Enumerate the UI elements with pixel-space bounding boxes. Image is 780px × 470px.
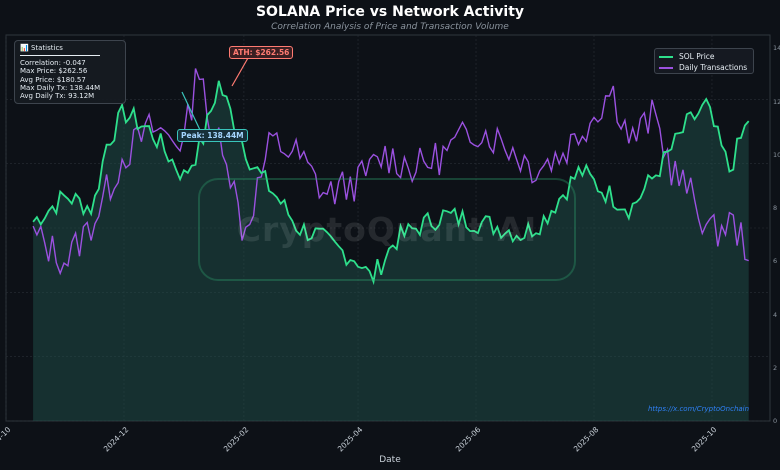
y2-tick-label: 10 (773, 150, 780, 159)
legend-item: Daily Transactions (659, 62, 749, 73)
legend-label: SOL Price (679, 52, 715, 61)
y2-tick-label: 6 (773, 257, 778, 266)
statistics-line: Max Daily Tx: 138.44M (20, 83, 101, 92)
ath-annotation: ATH: $262.56 (229, 46, 294, 59)
statistics-box: 📊 Statistics Correlation: -0.047 Max Pri… (14, 40, 126, 104)
statistics-divider (20, 55, 100, 57)
y2-tick-label: 2 (773, 363, 778, 372)
y2-tick-label: 4 (773, 310, 778, 319)
chart-subtitle: Correlation Analysis of Price and Transa… (271, 22, 509, 32)
statistics-title: 📊 Statistics (20, 44, 63, 52)
statistics-line: Max Price: $262.56 (20, 67, 88, 76)
y2-tick-label: 8 (773, 204, 778, 213)
chart-title: SOLANA Price vs Network Activity (255, 4, 525, 20)
legend-swatch-tx (659, 66, 673, 69)
price-area-fill (33, 80, 749, 422)
y2-tick-label: 14 (773, 44, 780, 53)
peak-arrow (181, 91, 201, 131)
ath-arrow (231, 57, 249, 87)
legend-swatch-price (659, 55, 673, 58)
chart-legend: SOL Price Daily Transactions (654, 48, 754, 74)
legend-label: Daily Transactions (679, 63, 748, 72)
peak-annotation: Peak: 138.44M (177, 129, 248, 142)
source-link[interactable]: https://x.com/CryptoOnchain (648, 405, 750, 413)
sol-price-line (32, 80, 750, 286)
watermark: CryptoQuant AI (198, 178, 576, 281)
y2-tick-label: 0 (773, 417, 778, 425)
statistics-line: Correlation: -0.047 (20, 59, 86, 68)
daily-transactions-line (32, 68, 749, 276)
legend-item: SOL Price (659, 51, 749, 62)
x-axis-label: Date (379, 455, 401, 465)
statistics-line: Avg Price: $180.57 (20, 75, 86, 84)
statistics-line: Avg Daily Tx: 93.12M (20, 92, 95, 101)
y2-tick-label: 12 (773, 97, 780, 106)
